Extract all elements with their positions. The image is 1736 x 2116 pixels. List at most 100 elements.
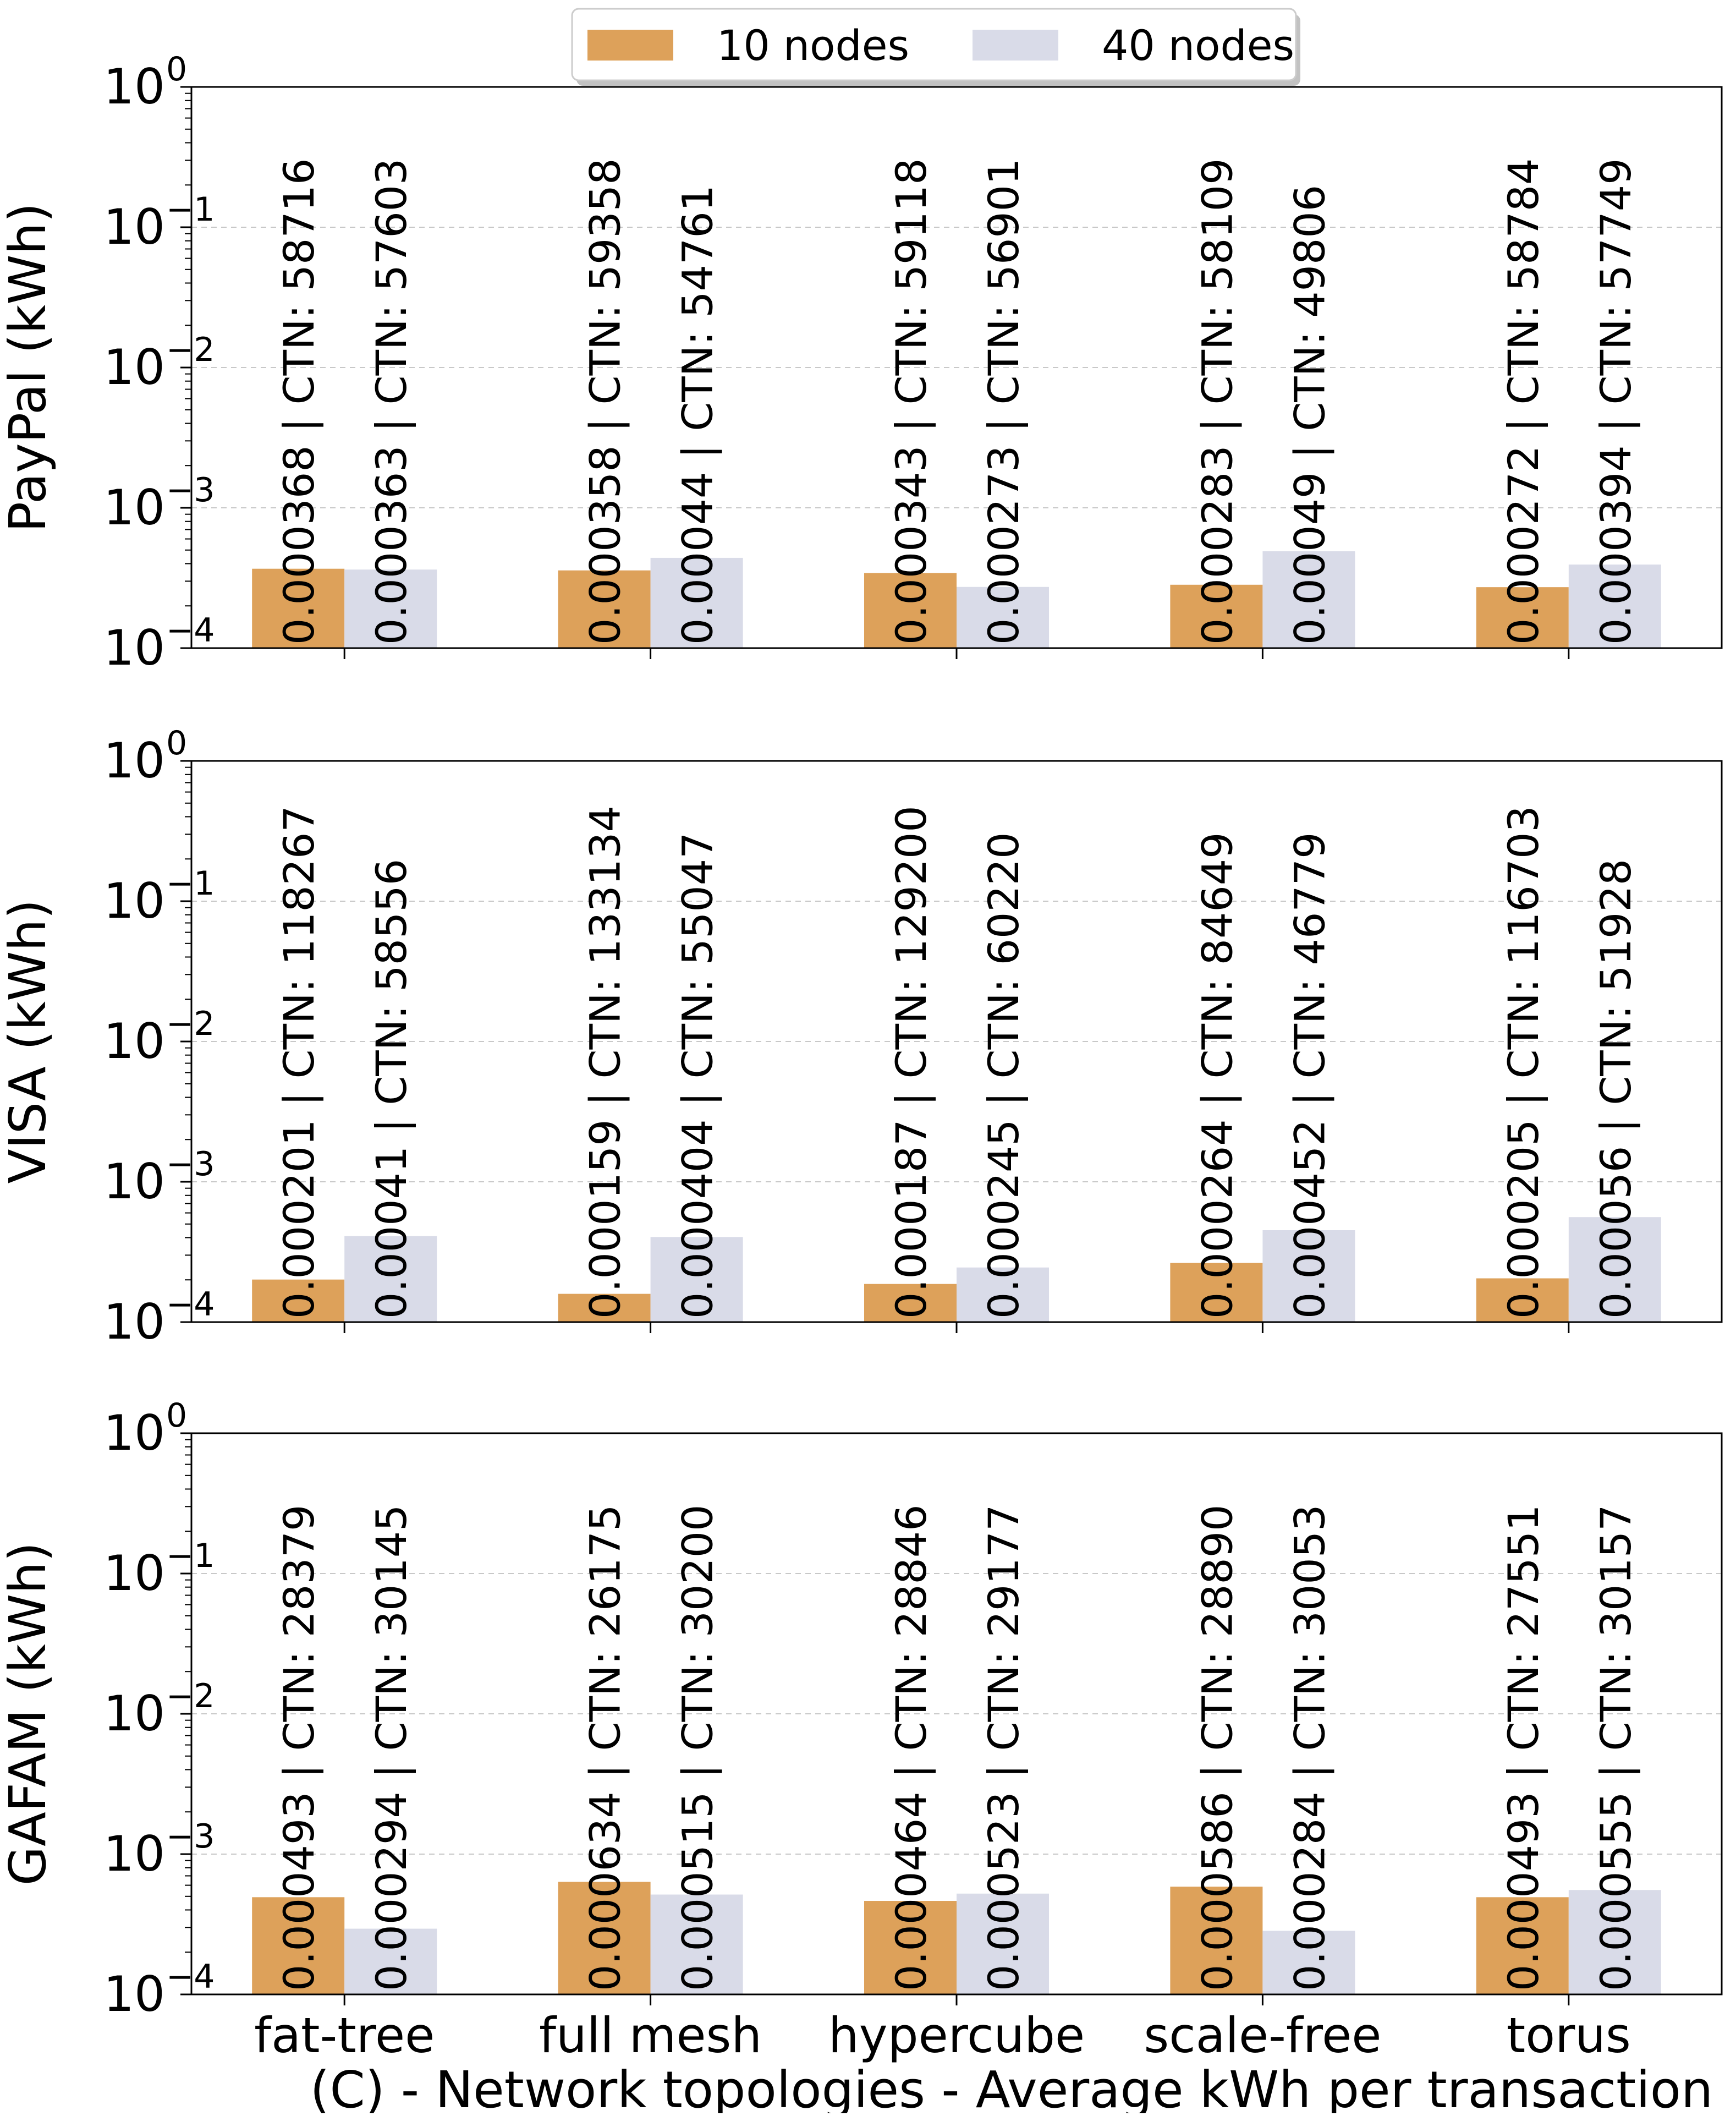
bar-10-nodes: [558, 1882, 651, 1994]
x-tick-label: full mesh: [539, 2007, 762, 2064]
y-tick-label: 10: [103, 479, 165, 536]
y-tick-exponent: −2: [166, 1005, 215, 1043]
bar-value-label: 0.000245 | CTN: 60220: [979, 832, 1029, 1319]
bar-40-nodes: [344, 569, 437, 648]
bar-value-label: 0.000404 | CTN: 55047: [673, 832, 723, 1319]
bar-10-nodes: [1476, 1278, 1569, 1322]
bar-value-label: 0.000294 | CTN: 30145: [367, 1505, 416, 1991]
bar-value-label: 0.000201 | CTN: 118267: [274, 805, 324, 1319]
y-tick-label: 10: [103, 1013, 165, 1070]
y-tick-label: 10: [103, 1966, 165, 2022]
bar-40-nodes: [957, 1267, 1049, 1322]
y-tick-exponent: −1: [166, 864, 215, 903]
bar-value-label: 0.000368 | CTN: 58716: [274, 158, 324, 645]
bar-value-label: 0.000343 | CTN: 59118: [887, 158, 936, 645]
x-axis-label: (C) - Network topologies - Average kWh p…: [310, 2060, 1713, 2113]
bar-value-label: 0.000586 | CTN: 28890: [1193, 1505, 1242, 1991]
bar-value-label: 0.000283 | CTN: 58109: [1193, 158, 1242, 645]
x-tick-label: torus: [1507, 2007, 1631, 2064]
y-axis-label: GAFAM (kWh): [0, 1542, 57, 1886]
y-tick-exponent: −3: [166, 1145, 215, 1183]
bar-10-nodes: [1476, 587, 1569, 648]
y-tick-label: 10: [103, 1826, 165, 1882]
y-tick-label: 10: [103, 1685, 165, 1742]
x-tick-label: scale-free: [1144, 2007, 1381, 2064]
bar-40-nodes: [1262, 1931, 1355, 1994]
bar-value-label: 0.000273 | CTN: 56901: [979, 158, 1029, 645]
bar-10-nodes: [1170, 1887, 1263, 1994]
bar-10-nodes: [864, 1901, 957, 1994]
bar-value-label: 0.000205 | CTN: 116703: [1499, 805, 1548, 1319]
bar-value-label: 0.00041 | CTN: 58556: [367, 859, 416, 1319]
legend-box: [571, 8, 1297, 81]
bar-value-label: 0.000493 | CTN: 27551: [1499, 1505, 1548, 1991]
y-axis-label: VISA (kWh): [0, 900, 57, 1184]
bar-10-nodes: [252, 1897, 345, 1994]
y-tick-label: 10: [103, 620, 165, 676]
bar-value-label: 0.000363 | CTN: 57603: [367, 158, 416, 645]
y-tick-exponent: −2: [166, 1677, 215, 1715]
y-tick-exponent: 0: [166, 50, 187, 89]
y-tick-exponent: −4: [166, 611, 215, 650]
bar-10-nodes: [558, 1293, 651, 1322]
bar-value-label: 0.000159 | CTN: 133134: [581, 805, 630, 1319]
bar-value-label: 0.00056 | CTN: 51928: [1591, 859, 1641, 1319]
bar-value-label: 0.000272 | CTN: 58784: [1499, 158, 1548, 645]
bar-40-nodes: [1262, 551, 1355, 648]
y-tick-exponent: −4: [166, 1958, 215, 1996]
bar-value-label: 0.000358 | CTN: 59358: [581, 158, 630, 645]
y-tick-label: 10: [103, 58, 165, 115]
x-tick-label: fat-tree: [254, 2007, 435, 2064]
y-tick-exponent: 0: [166, 1396, 187, 1435]
y-tick-label: 10: [103, 873, 165, 929]
bar-40-nodes: [957, 586, 1049, 648]
bar-10-nodes: [1170, 584, 1263, 648]
bar-40-nodes: [1262, 1230, 1355, 1322]
bar-10-nodes: [252, 568, 345, 648]
y-tick-label: 10: [103, 1405, 165, 1461]
bar-10-nodes: [864, 573, 957, 648]
y-tick-exponent: −2: [166, 331, 215, 369]
bar-10-nodes: [252, 1279, 345, 1322]
y-tick-label: 10: [103, 1153, 165, 1210]
bar-value-label: 0.000634 | CTN: 26175: [581, 1505, 630, 1991]
legend-swatch: [587, 30, 673, 61]
legend-swatch: [973, 30, 1058, 61]
y-tick-exponent: −3: [166, 1817, 215, 1856]
y-tick-label: 10: [103, 732, 165, 789]
bar-value-label: 0.00044 | CTN: 54761: [673, 185, 723, 645]
y-tick-exponent: −4: [166, 1285, 215, 1324]
bar-value-label: 0.00049 | CTN: 49806: [1285, 185, 1334, 645]
bar-40-nodes: [344, 1928, 437, 1994]
bar-40-nodes: [344, 1236, 437, 1322]
bar-40-nodes: [1568, 1890, 1661, 1994]
bar-value-label: 0.000555 | CTN: 30157: [1591, 1505, 1641, 1991]
bar-value-label: 0.000187 | CTN: 129200: [887, 805, 936, 1319]
bar-40-nodes: [650, 557, 743, 648]
y-axis-label: PayPal (kWh): [0, 202, 57, 532]
bar-value-label: 0.000264 | CTN: 84649: [1193, 832, 1242, 1319]
x-tick-label: hypercube: [828, 2007, 1085, 2064]
bar-value-label: 0.000464 | CTN: 28846: [887, 1505, 936, 1991]
bar-40-nodes: [650, 1237, 743, 1322]
bar-10-nodes: [1170, 1263, 1263, 1322]
bar-10-nodes: [558, 570, 651, 648]
bar-40-nodes: [1568, 564, 1661, 648]
bar-value-label: 0.000284 | CTN: 30053: [1285, 1505, 1334, 1991]
legend-entry-label: 40 nodes: [1102, 21, 1294, 70]
y-tick-label: 10: [103, 339, 165, 396]
bar-value-label: 0.000394 | CTN: 57749: [1591, 158, 1641, 645]
bar-40-nodes: [1568, 1217, 1661, 1322]
y-tick-exponent: 0: [166, 724, 187, 763]
legend-entry-label: 10 nodes: [717, 21, 909, 70]
bar-value-label: 0.000493 | CTN: 28379: [274, 1505, 324, 1991]
y-tick-exponent: −1: [166, 190, 215, 229]
bar-40-nodes: [650, 1894, 743, 1994]
bar-value-label: 0.000452 | CTN: 46779: [1285, 832, 1334, 1319]
bar-value-label: 0.000523 | CTN: 29177: [979, 1505, 1029, 1991]
bar-value-label: 0.000515 | CTN: 30200: [673, 1505, 723, 1991]
bar-40-nodes: [957, 1893, 1049, 1994]
bar-10-nodes: [1476, 1897, 1569, 1994]
